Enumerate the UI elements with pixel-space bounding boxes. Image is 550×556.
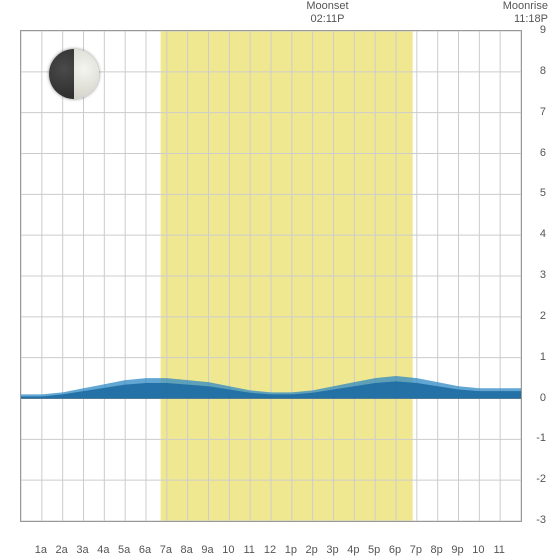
moonset-block: Moonset 02:11P xyxy=(306,0,348,26)
moon-dark-half xyxy=(49,49,74,99)
y-tick-label: 5 xyxy=(540,187,546,199)
moonrise-block: Moonrise 11:18P xyxy=(503,0,548,26)
x-tick-label: 4p xyxy=(347,544,359,556)
y-tick-label: 3 xyxy=(540,269,546,281)
chart-plot-area xyxy=(20,30,522,522)
x-tick-label: 5a xyxy=(118,544,130,556)
x-tick-label: 11 xyxy=(243,544,254,556)
x-tick-label: 7p xyxy=(410,544,422,556)
x-tick-label: 6a xyxy=(139,544,151,556)
y-tick-label: 0 xyxy=(540,392,546,404)
x-tick-label: 8p xyxy=(431,544,443,556)
moonset-time: 02:11P xyxy=(306,13,348,26)
y-tick-label: 1 xyxy=(540,351,546,363)
moonset-label: Moonset xyxy=(306,0,348,13)
moonrise-label: Moonrise xyxy=(503,0,548,13)
x-tick-label: 6p xyxy=(389,544,401,556)
y-tick-label: 2 xyxy=(540,310,546,322)
x-tick-label: 5p xyxy=(368,544,380,556)
x-tick-label: 2p xyxy=(306,544,318,556)
chart-svg xyxy=(21,31,521,521)
x-tick-label: 1p xyxy=(285,544,297,556)
y-tick-label: -2 xyxy=(536,473,546,485)
x-tick-label: 10 xyxy=(472,544,484,556)
y-tick-label: 8 xyxy=(540,65,546,77)
y-tick-label: 9 xyxy=(540,24,546,36)
x-tick-label: 8a xyxy=(181,544,193,556)
moon-phase-icon xyxy=(49,49,99,99)
y-tick-label: -3 xyxy=(536,514,546,526)
y-tick-label: 7 xyxy=(540,106,546,118)
x-tick-label: 10 xyxy=(222,544,234,556)
x-tick-label: 1a xyxy=(35,544,47,556)
x-tick-label: 2a xyxy=(56,544,68,556)
x-tick-label: 9p xyxy=(451,544,463,556)
x-tick-label: 4a xyxy=(97,544,109,556)
tide-chart-container: Moonset 02:11P Moonrise 11:18P -3 -2 -1 0 1 2… xyxy=(0,0,550,550)
x-tick-label: 3p xyxy=(326,544,338,556)
x-tick-label: 7a xyxy=(160,544,172,556)
x-tick-label: 11 xyxy=(493,544,504,556)
x-tick-label: 12 xyxy=(264,544,276,556)
x-tick-label: 9a xyxy=(201,544,213,556)
y-tick-label: 4 xyxy=(540,228,546,240)
y-tick-label: -1 xyxy=(536,432,546,444)
x-tick-label: 3a xyxy=(76,544,88,556)
y-tick-label: 6 xyxy=(540,147,546,159)
moon-lit-half xyxy=(74,49,99,99)
header-labels: Moonset 02:11P Moonrise 11:18P xyxy=(0,0,550,30)
